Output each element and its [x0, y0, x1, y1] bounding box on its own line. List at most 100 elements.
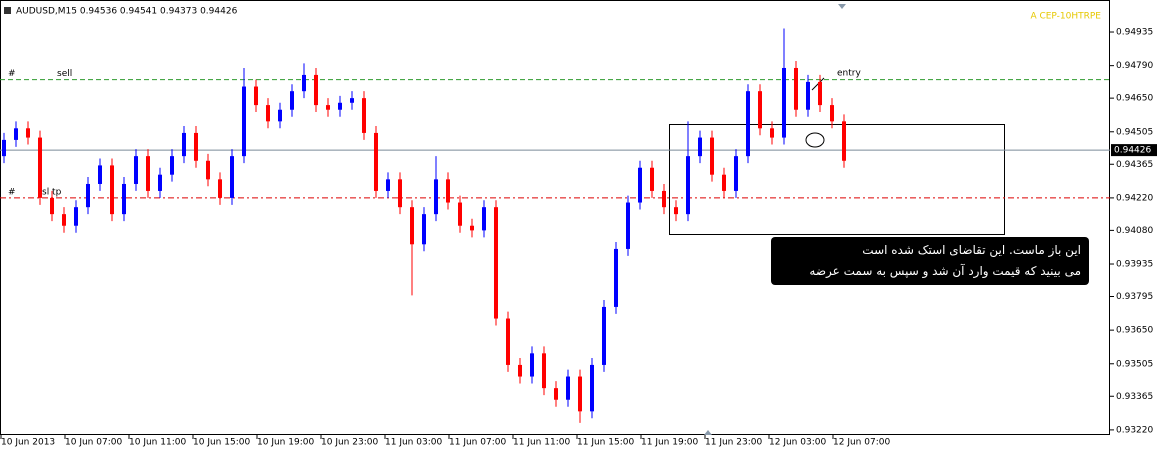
- candle-body: [782, 67, 786, 138]
- y-tick-label: 0.94505: [1116, 127, 1153, 137]
- x-tick-label: 11 Jun 11:00: [513, 438, 570, 448]
- candle-body: [50, 197, 54, 215]
- candle-body: [350, 98, 354, 103]
- candle-body: [806, 81, 810, 110]
- zone-box: [669, 124, 1005, 235]
- price-tag: [1111, 144, 1157, 157]
- candle-body: [638, 167, 642, 203]
- x-tick-label: 12 Jun 07:00: [833, 438, 890, 448]
- candle-body: [770, 128, 774, 138]
- candle-body: [302, 74, 306, 92]
- y-tick-label: 0.94790: [1116, 61, 1153, 71]
- candle-body: [338, 102, 342, 110]
- candle-body: [26, 128, 30, 138]
- candle-body: [326, 105, 330, 110]
- x-tick-label: 11 Jun 03:00: [385, 438, 442, 448]
- candle-body: [734, 156, 738, 191]
- candle-body: [362, 98, 366, 133]
- candle-body: [710, 137, 714, 175]
- x-tick-label: 10 Jun 2013: [1, 438, 55, 448]
- candle-body: [122, 183, 126, 215]
- x-tick-label: 12 Jun 03:00: [769, 438, 826, 448]
- candle-body: [14, 128, 18, 140]
- indicator-label: A CEP-10HTRPE: [1030, 12, 1101, 22]
- candle-body: [614, 248, 618, 307]
- candle-body: [578, 376, 582, 412]
- entry-label: entry: [837, 69, 861, 79]
- x-tick-label: 10 Jun 19:00: [257, 438, 314, 448]
- x-tick-label: 11 Jun 15:00: [577, 438, 634, 448]
- candle-body: [98, 165, 102, 184]
- candle-body: [662, 190, 666, 208]
- y-tick-label: 0.93650: [1116, 326, 1153, 336]
- candle-body: [470, 225, 474, 231]
- note-box: این باز ماست. این تقاضای استک شده است می…: [771, 237, 1089, 299]
- level-label: sell: [57, 69, 72, 79]
- x-tick-label: 10 Jun 11:00: [129, 438, 186, 448]
- candle-body: [530, 353, 534, 377]
- y-tick-label: 0.94935: [1116, 28, 1153, 38]
- candle-body: [590, 364, 594, 412]
- candle-body: [74, 207, 78, 226]
- y-tick-label: 0.94365: [1116, 160, 1153, 170]
- candle-body: [206, 160, 210, 180]
- candle-body: [842, 121, 846, 161]
- candle-body: [494, 207, 498, 319]
- price-tag-label: 0.94426: [1114, 146, 1151, 156]
- candle-body: [446, 179, 450, 203]
- y-tick-label: 0.94080: [1116, 226, 1153, 236]
- y-tick-label: 0.93935: [1116, 260, 1153, 270]
- candle-body: [86, 183, 90, 208]
- y-tick-label: 0.94220: [1116, 193, 1153, 203]
- candle-body: [398, 179, 402, 208]
- x-tick-label: 10 Jun 23:00: [321, 438, 378, 448]
- plot-frame: [0, 0, 1110, 435]
- candle-body: [830, 105, 834, 122]
- x-tick-label: 11 Jun 07:00: [449, 438, 506, 448]
- candle-body: [278, 109, 282, 122]
- candle-body: [794, 67, 798, 110]
- candle-body: [458, 202, 462, 226]
- candle-body: [134, 156, 138, 184]
- candle-body: [482, 207, 486, 231]
- candle-body: [38, 137, 42, 198]
- candle-body: [2, 139, 6, 157]
- candle-body: [170, 156, 174, 175]
- y-tick-label: 0.93505: [1116, 359, 1153, 369]
- candle-body: [182, 132, 186, 157]
- scroll-marker: [704, 430, 712, 435]
- candle-body: [422, 214, 426, 245]
- note-line: می بینید که قیمت وارد آن شد و سپس به سمت…: [809, 264, 1081, 299]
- level-label: #: [8, 69, 16, 79]
- candle-body: [146, 156, 150, 191]
- candle-body: [566, 376, 570, 400]
- candle-body: [290, 91, 294, 110]
- candle-body: [554, 388, 558, 400]
- candle-body: [626, 202, 630, 249]
- candle-body: [506, 318, 510, 365]
- x-tick-label: 10 Jun 07:00: [65, 438, 122, 448]
- chart-title: AUDUSD,M15 0.94536 0.94541 0.94373 0.944…: [16, 7, 238, 17]
- candle-body: [674, 207, 678, 215]
- candle-body: [518, 364, 522, 377]
- scroll-marker: [838, 4, 846, 9]
- x-tick-label: 11 Jun 19:00: [641, 438, 698, 448]
- candle-body: [686, 156, 690, 215]
- candle-body: [314, 74, 318, 106]
- candle-body: [374, 132, 378, 191]
- candle-body: [434, 179, 438, 215]
- candle-body: [410, 207, 414, 245]
- candle-body: [542, 353, 546, 389]
- candle-body: [758, 91, 762, 129]
- candle-body: [218, 179, 222, 198]
- candle-body: [158, 174, 162, 191]
- candle-body: [242, 86, 246, 157]
- y-tick-label: 0.93365: [1116, 392, 1153, 402]
- y-tick-label: 0.93795: [1116, 292, 1153, 302]
- candle-body: [254, 86, 258, 106]
- candle-body: [110, 165, 114, 215]
- candle-body: [698, 137, 702, 157]
- x-tick-label: 10 Jun 15:00: [193, 438, 250, 448]
- chart-icon: [4, 7, 11, 14]
